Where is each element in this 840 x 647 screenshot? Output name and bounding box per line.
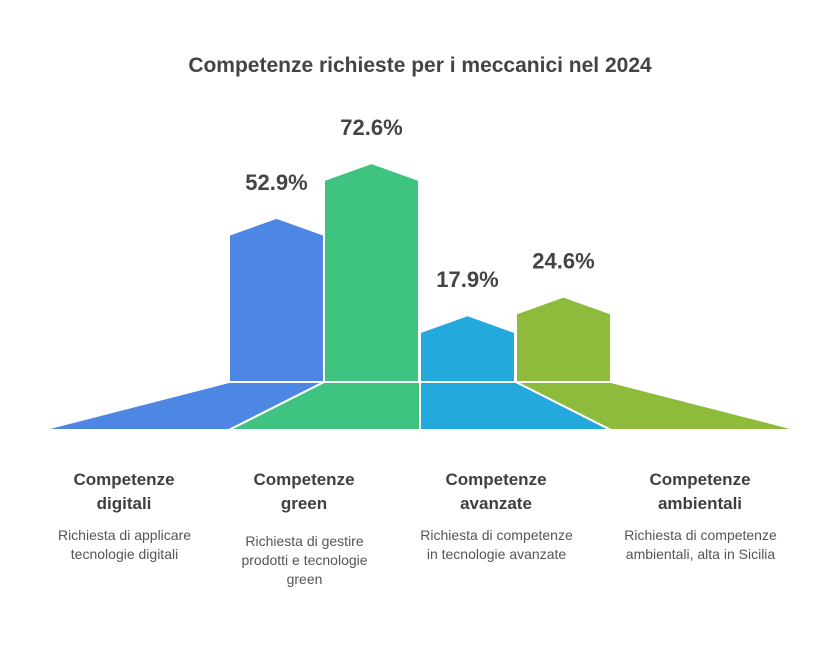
value-label-ambientali: 24.6% [532, 249, 594, 274]
bars [228, 162, 612, 383]
bar-ambientali [515, 295, 612, 383]
category-name-green: Competenze green [253, 470, 355, 513]
value-label-green: 72.6% [340, 115, 402, 140]
bar-green [323, 162, 420, 383]
category-name-avanzate: Competenze avanzate [445, 470, 547, 513]
category-desc-avanzate: Richiesta di competenze in tecnologie av… [420, 527, 573, 562]
bar-avanzate [419, 314, 516, 383]
value-label-avanzate: 17.9% [436, 267, 498, 292]
category-desc-ambientali: Richiesta di competenze ambientali, alta… [624, 527, 777, 562]
category-name-digitali: Competenze digitali [73, 470, 175, 513]
value-label-digitali: 52.9% [245, 170, 307, 195]
category-desc-green: Richiesta di gestire prodotti e tecnolog… [241, 533, 368, 587]
category-name-ambientali: Competenze ambientali [649, 470, 751, 513]
bar-digitali [228, 216, 325, 383]
base-platform [41, 381, 799, 431]
chart-title: Competenze richieste per i meccanici nel… [188, 54, 652, 77]
chart-canvas: 52.9% 72.6% 17.9% 24.6% [41, 115, 799, 431]
category-desc-digitali: Richiesta di applicare tecnologie digita… [57, 527, 192, 562]
value-labels: 52.9% 72.6% 17.9% 24.6% [245, 115, 594, 292]
